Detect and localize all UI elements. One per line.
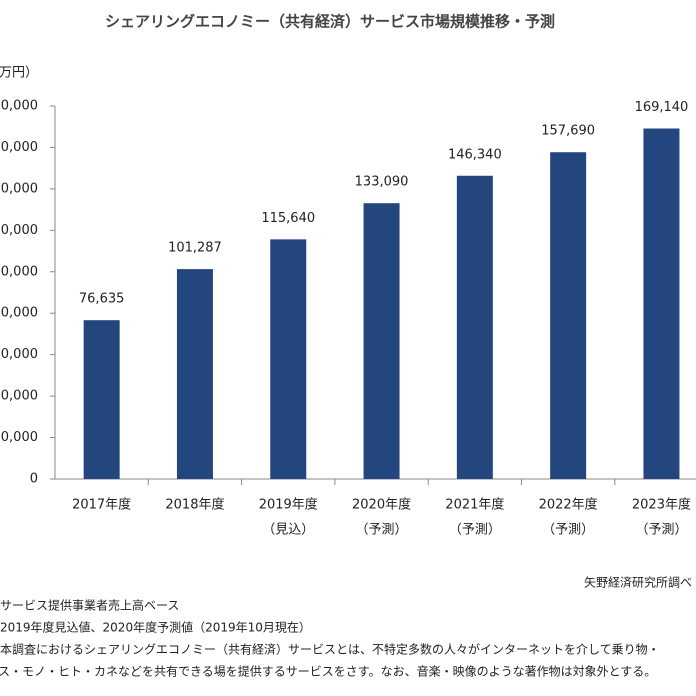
value-label: 146,340 <box>448 147 502 162</box>
y-tick-label: 0 <box>30 472 38 487</box>
x-tick-label: 2020年度 <box>352 497 411 513</box>
value-label: 133,090 <box>355 175 409 190</box>
y-tick-label: 120,000 <box>0 223 38 238</box>
y-tick-label: 20,000 <box>0 430 38 445</box>
bar <box>83 320 120 479</box>
bar <box>643 128 680 479</box>
x-tick-note: （予測） <box>356 523 408 538</box>
y-axis-label: （万円） <box>0 66 38 81</box>
value-label: 115,640 <box>261 211 315 226</box>
x-tick-label: 2018年度 <box>165 497 224 513</box>
value-label: 101,287 <box>168 241 222 256</box>
x-tick-label: 2021年度 <box>445 497 504 513</box>
bar <box>550 152 587 480</box>
footnote: サービス提供事業者売上高ベース <box>0 598 179 613</box>
y-tick-label: 140,000 <box>0 181 38 196</box>
footnote: ス・モノ・ヒト・カネなどを共有できる場を提供するサービスをさす。なお、音楽・映像… <box>0 664 656 679</box>
y-tick-label: 60,000 <box>0 347 38 362</box>
x-tick-note: （予測） <box>449 523 501 538</box>
y-tick-label: 180,000 <box>0 99 38 114</box>
chart-title: シェアリングエコノミー（共有経済）サービス市場規模推移・予測 <box>105 13 555 31</box>
footnote: 本調査におけるシェアリングエコノミー（共有経済）サービスとは、不特定多数の人々が… <box>0 642 660 657</box>
y-tick-label: 160,000 <box>0 140 38 155</box>
x-tick-note: （予測） <box>542 523 594 538</box>
footnote: 2019年度見込値、2020年度予測値（2019年10月現在） <box>0 620 311 635</box>
source: 矢野経済研究所調べ <box>584 575 692 590</box>
bar <box>270 239 307 479</box>
x-tick-note: （予測） <box>635 523 687 538</box>
bar <box>363 203 400 479</box>
y-tick-label: 100,000 <box>0 264 38 279</box>
value-label: 169,140 <box>635 100 689 115</box>
x-tick-label: 2023年度 <box>632 497 691 513</box>
value-label: 76,635 <box>79 292 125 307</box>
bar <box>176 269 213 479</box>
bar <box>456 175 493 479</box>
x-tick-note: （見込） <box>262 523 314 538</box>
x-tick-label: 2019年度 <box>259 497 318 513</box>
value-label: 157,690 <box>541 124 595 139</box>
x-tick-label: 2022年度 <box>539 497 598 513</box>
y-tick-label: 40,000 <box>0 389 38 404</box>
x-tick-label: 2017年度 <box>72 497 131 513</box>
y-tick-label: 80,000 <box>0 306 38 321</box>
